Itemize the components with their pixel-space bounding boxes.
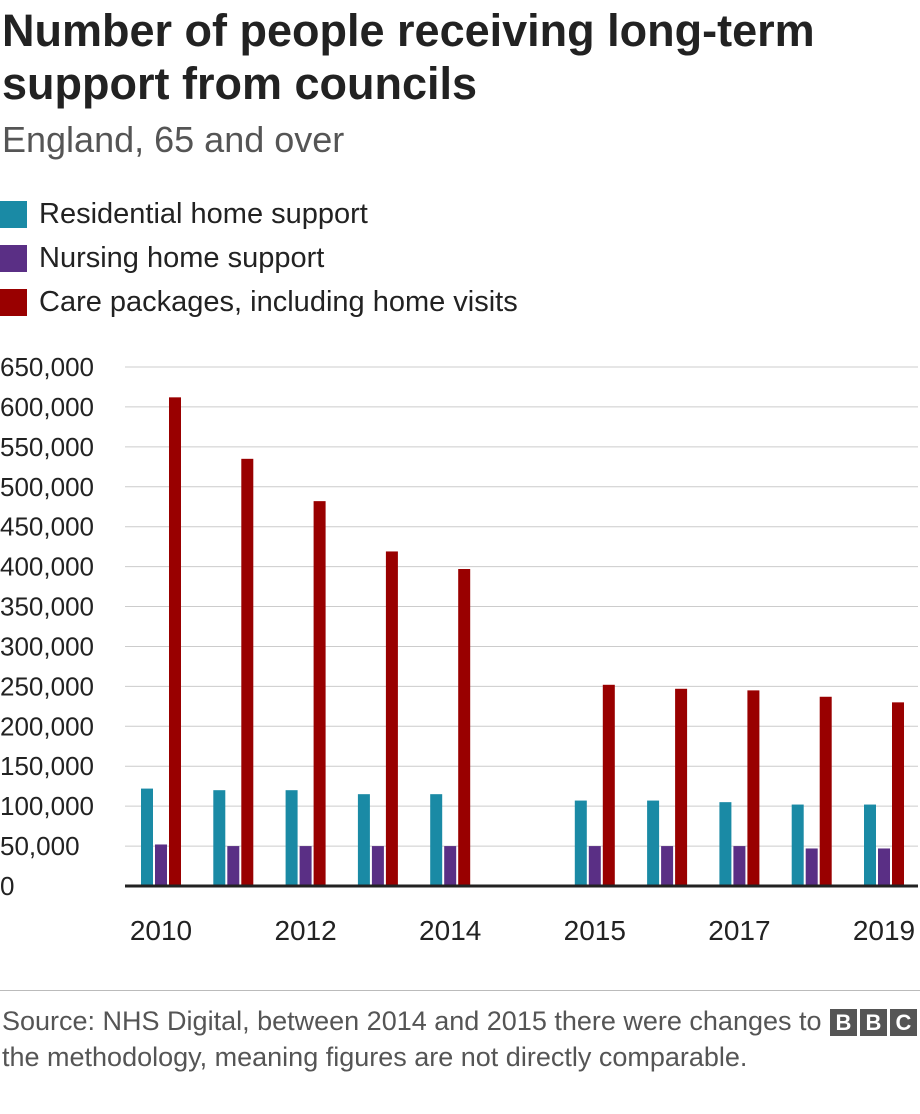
bar-residential-home-support-2015	[574, 800, 587, 886]
x-tick-label: 2019	[853, 915, 915, 946]
bar-care-packages-including-home-visits-2010	[169, 397, 181, 886]
bar-residential-home-support-2014	[430, 794, 443, 886]
bar-nursing-home-support-2019	[878, 848, 890, 886]
legend-label-nursing: Nursing home support	[39, 242, 325, 274]
bar-residential-home-support-2011	[213, 790, 226, 886]
bar-nursing-home-support-2011	[227, 846, 240, 886]
legend-swatch-care-packages	[0, 288, 27, 316]
bar-nursing-home-support-2013	[371, 846, 384, 886]
bar-nursing-home-support-2012	[299, 846, 312, 886]
bar-care-packages-including-home-visits-2011	[241, 458, 254, 886]
legend-item-nursing: Nursing home support	[0, 236, 518, 280]
bbc-logo-letter: B	[830, 1009, 857, 1036]
bar-nursing-home-support-2014	[444, 846, 457, 886]
bar-residential-home-support-2018	[791, 804, 804, 886]
x-tick-label: 2015	[564, 915, 626, 946]
legend-label-residential: Residential home support	[39, 198, 368, 230]
y-tick-label: 450,000	[0, 512, 94, 542]
y-tick-label: 100,000	[0, 791, 94, 821]
y-tick-label: 550,000	[0, 432, 94, 462]
bar-nursing-home-support-2018	[805, 848, 818, 886]
legend-swatch-residential	[0, 200, 27, 228]
bar-residential-home-support-2016	[647, 800, 660, 886]
legend-item-care-packages: Care packages, including home visits	[0, 280, 518, 324]
bar-nursing-home-support-2016	[661, 846, 674, 886]
x-tick-label: 2017	[708, 915, 770, 946]
bar-care-packages-including-home-visits-2017	[747, 690, 760, 886]
y-tick-label: 500,000	[0, 472, 94, 502]
footer-divider	[0, 990, 920, 991]
y-tick-label: 650,000	[0, 352, 94, 382]
bar-residential-home-support-2017	[719, 802, 732, 886]
bar-nursing-home-support-2017	[733, 846, 746, 886]
source-note: Source: NHS Digital, between 2014 and 20…	[2, 1006, 822, 1072]
y-tick-label: 350,000	[0, 592, 94, 622]
y-tick-label: 400,000	[0, 552, 94, 582]
bar-care-packages-including-home-visits-2019	[892, 702, 904, 886]
y-tick-label: 0	[0, 871, 14, 901]
chart-subtitle: England, 65 and over	[2, 119, 345, 160]
bar-nursing-home-support-2010	[155, 844, 167, 886]
bbc-logo: B B C	[830, 1009, 917, 1036]
legend-label-care-packages: Care packages, including home visits	[39, 286, 518, 318]
y-tick-label: 150,000	[0, 751, 94, 781]
bar-residential-home-support-2013	[357, 794, 370, 886]
bar-nursing-home-support-2015	[588, 846, 601, 886]
x-tick-label: 2010	[130, 915, 192, 946]
x-tick-label: 2012	[274, 915, 336, 946]
y-tick-label: 50,000	[0, 831, 80, 861]
y-tick-label: 250,000	[0, 671, 94, 701]
bar-residential-home-support-2019	[864, 804, 876, 886]
bar-care-packages-including-home-visits-2018	[819, 696, 832, 886]
bar-care-packages-including-home-visits-2012	[313, 501, 326, 886]
y-tick-label: 300,000	[0, 631, 94, 661]
bar-care-packages-including-home-visits-2015	[602, 684, 615, 886]
bar-chart: 650,000 600,000 550,000 500,000 450,000 400,0…	[0, 352, 918, 946]
bar-care-packages-including-home-visits-2014	[458, 569, 471, 886]
legend-item-residential: Residential home support	[0, 192, 518, 236]
y-tick-label: 200,000	[0, 711, 94, 741]
bar-residential-home-support-2010	[141, 788, 153, 886]
bar-care-packages-including-home-visits-2013	[385, 551, 398, 886]
y-tick-label: 600,000	[0, 392, 94, 422]
legend: Residential home support Nursing home su…	[0, 192, 518, 324]
legend-swatch-nursing	[0, 244, 27, 272]
bar-residential-home-support-2012	[285, 790, 298, 886]
x-tick-label: 2014	[419, 915, 481, 946]
chart-title: Number of people receiving long-term sup…	[2, 5, 815, 109]
bbc-logo-letter: B	[860, 1009, 887, 1036]
bar-care-packages-including-home-visits-2016	[675, 688, 688, 886]
bbc-logo-letter: C	[890, 1009, 917, 1036]
